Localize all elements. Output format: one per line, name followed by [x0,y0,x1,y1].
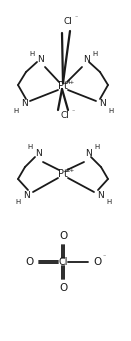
Text: ⁻: ⁻ [102,255,106,261]
Text: N: N [37,56,43,64]
Text: O: O [59,283,67,293]
Text: Cl: Cl [58,257,68,267]
Text: H: H [15,199,21,205]
Text: N: N [86,149,92,159]
Text: H: H [27,144,33,150]
Text: H: H [94,144,100,150]
Text: H: H [13,108,19,114]
Text: N: N [21,100,27,108]
Text: H: H [108,108,114,114]
Text: N: N [23,191,29,199]
Text: 2+: 2+ [67,168,75,173]
Text: O: O [93,257,101,267]
Text: Cl: Cl [64,17,72,27]
Text: H: H [106,199,112,205]
Text: ⁻: ⁻ [71,110,75,116]
Text: O: O [59,231,67,241]
Text: N: N [100,100,106,108]
Text: Pt: Pt [58,81,68,91]
Text: N: N [35,149,41,159]
Text: H: H [29,51,35,57]
Text: Pt: Pt [58,169,68,179]
Text: 4+: 4+ [67,80,75,85]
Text: Cl: Cl [61,112,69,120]
Text: N: N [84,56,90,64]
Text: H: H [92,51,98,57]
Text: N: N [98,191,104,199]
Text: ⁻: ⁻ [74,16,78,21]
Text: O: O [25,257,33,267]
